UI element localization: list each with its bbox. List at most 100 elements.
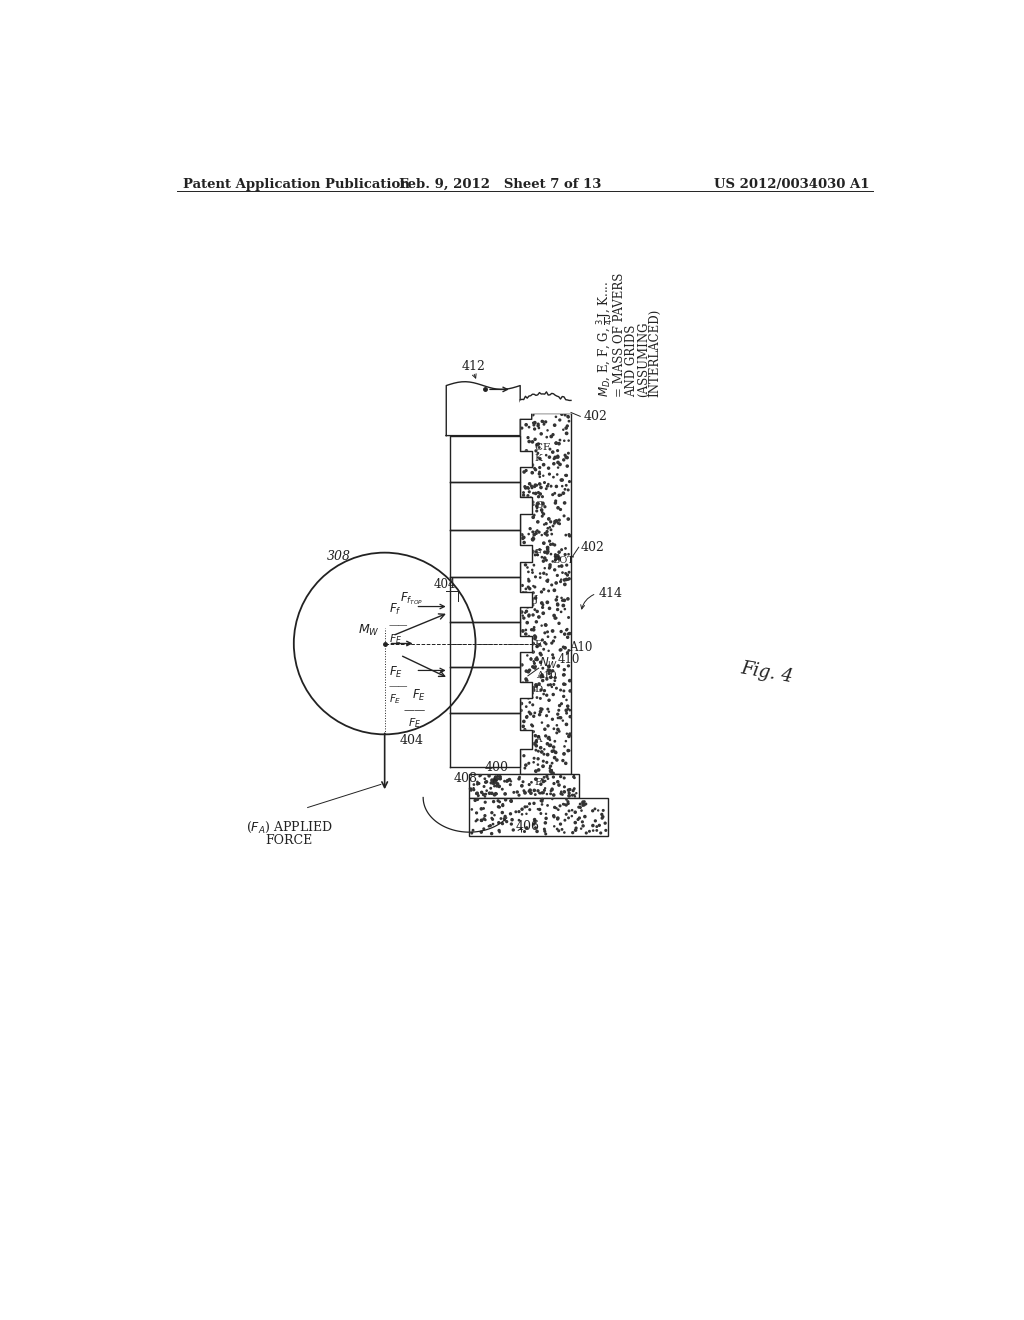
Point	[551, 612, 567, 634]
Point	[527, 627, 544, 648]
Point	[527, 817, 544, 838]
Point	[545, 424, 561, 445]
Point	[524, 541, 541, 562]
Point	[552, 572, 568, 593]
Point	[488, 783, 505, 804]
Point	[525, 656, 542, 677]
Point	[550, 808, 566, 829]
Point	[582, 821, 598, 842]
Point	[464, 799, 480, 820]
Point	[549, 750, 565, 771]
Point	[524, 656, 541, 677]
Point	[499, 810, 515, 832]
Polygon shape	[451, 482, 531, 529]
Point	[503, 791, 519, 812]
Point	[545, 515, 561, 536]
Point	[473, 764, 489, 785]
Point	[528, 647, 545, 668]
Point	[559, 696, 575, 717]
Text: ($F_A$) APPLIED: ($F_A$) APPLIED	[246, 820, 333, 834]
Point	[556, 430, 572, 451]
Point	[558, 702, 574, 723]
Point	[482, 814, 499, 836]
Point	[539, 543, 555, 564]
Point	[541, 557, 557, 578]
Point	[464, 822, 480, 843]
Point	[536, 562, 552, 583]
Point	[526, 616, 543, 638]
Point	[537, 473, 553, 494]
Point	[518, 660, 535, 681]
Point	[531, 704, 548, 725]
Text: J: J	[535, 595, 539, 605]
Point	[534, 593, 550, 614]
Point	[516, 487, 532, 508]
Point	[561, 700, 578, 721]
Polygon shape	[451, 436, 531, 482]
Point	[553, 602, 569, 623]
Point	[558, 730, 574, 751]
Point	[509, 781, 525, 803]
Point	[558, 465, 574, 486]
Point	[521, 430, 538, 451]
Point	[473, 781, 489, 803]
Point	[514, 775, 530, 796]
Point	[528, 730, 545, 751]
Point	[546, 718, 562, 739]
Point	[541, 581, 557, 602]
Point	[548, 545, 564, 566]
Point	[521, 473, 538, 494]
Point	[483, 808, 500, 829]
Point	[524, 454, 541, 475]
Point	[542, 446, 558, 467]
Point	[557, 465, 573, 486]
Point	[519, 544, 536, 565]
Point	[534, 791, 550, 812]
Point	[468, 810, 484, 832]
Point	[536, 771, 552, 792]
Point	[564, 800, 581, 821]
Point	[486, 776, 503, 797]
Point	[524, 541, 541, 562]
Point	[548, 490, 564, 511]
Point	[524, 462, 541, 483]
Point	[530, 494, 547, 515]
Point	[541, 727, 557, 748]
Point	[522, 734, 539, 755]
Point	[546, 805, 562, 826]
Point	[531, 462, 548, 483]
Point	[487, 767, 504, 788]
Point	[534, 698, 550, 719]
Point	[553, 620, 569, 642]
Point	[514, 655, 530, 676]
Point	[516, 780, 532, 801]
Point	[540, 541, 556, 562]
Point	[520, 628, 537, 649]
Point	[558, 422, 574, 444]
Point	[566, 767, 583, 788]
Point	[547, 731, 563, 752]
Point	[520, 577, 537, 598]
Point	[528, 676, 545, 697]
Point	[537, 680, 553, 701]
Text: 412: 412	[462, 360, 485, 374]
Point	[548, 742, 564, 763]
Point	[556, 822, 572, 843]
Text: D: D	[535, 685, 543, 694]
Point	[589, 816, 605, 837]
Point	[488, 768, 505, 789]
Point	[547, 671, 563, 692]
Point	[557, 673, 573, 694]
Point	[522, 725, 539, 746]
Point	[485, 791, 502, 812]
Point	[516, 532, 532, 553]
Point	[518, 696, 535, 717]
Text: ——: ——	[403, 705, 426, 715]
Point	[530, 433, 547, 454]
Text: $N_W$: $N_W$	[539, 656, 558, 671]
Point	[548, 433, 564, 454]
Point	[566, 777, 583, 799]
Point	[549, 565, 565, 586]
Point	[525, 751, 542, 772]
Point	[523, 619, 540, 640]
